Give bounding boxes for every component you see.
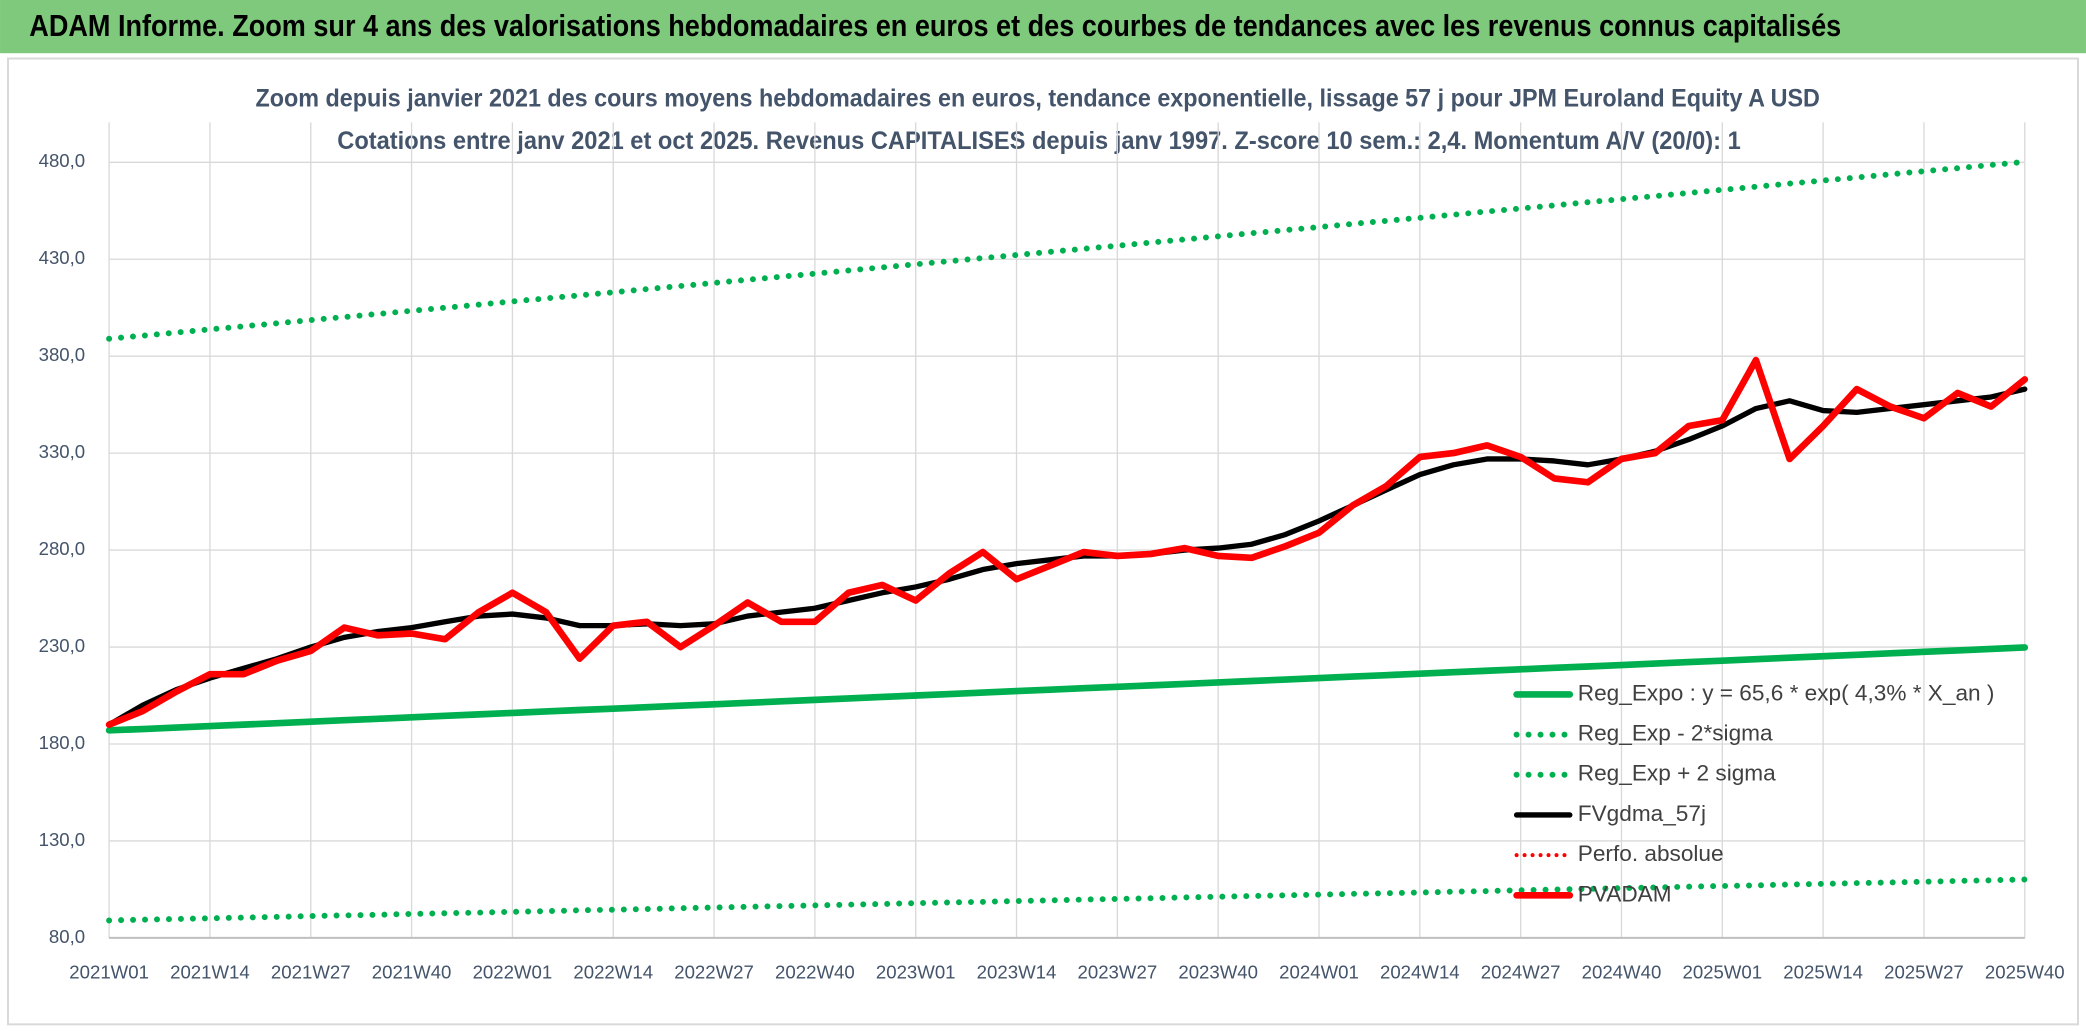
legend-label: Reg_Expo : y = 65,6 * exp( 4,3% * X_an ) bbox=[1578, 680, 1995, 705]
y-tick-label: 380,0 bbox=[39, 344, 86, 365]
series-line bbox=[106, 158, 2028, 342]
grid: 80,0 130,0 180,0 230,0 280,0 330,0 380,0 430,0 4… bbox=[39, 122, 2065, 983]
x-tick-label: 2021W01 bbox=[69, 962, 149, 983]
y-tick-label: 330,0 bbox=[39, 441, 86, 462]
x-tick-label: 2021W40 bbox=[372, 962, 452, 983]
x-tick-label: 2021W27 bbox=[271, 962, 351, 983]
x-tick-label: 2023W14 bbox=[977, 962, 1057, 983]
series-line bbox=[105, 644, 2029, 734]
x-tick-label: 2025W27 bbox=[1884, 962, 1964, 983]
legend-label: PVADAM bbox=[1578, 881, 1672, 906]
x-tick-label: 2022W27 bbox=[674, 962, 754, 983]
y-tick-label: 480,0 bbox=[39, 150, 86, 171]
x-tick-label: 2025W01 bbox=[1682, 962, 1762, 983]
x-tick-label: 2024W27 bbox=[1481, 962, 1561, 983]
y-tick-label: 280,0 bbox=[39, 538, 86, 559]
x-tick-label: 2022W14 bbox=[573, 962, 653, 983]
chart-subtitle: Cotations entre janv 2021 et oct 2025. R… bbox=[337, 127, 1740, 155]
x-tick-label: 2023W01 bbox=[876, 962, 956, 983]
header-title: ADAM Informe. Zoom sur 4 ans des valoris… bbox=[29, 9, 1841, 43]
chart-border bbox=[7, 57, 2079, 1026]
x-tick-label: 2025W40 bbox=[1985, 962, 2065, 983]
legend-label: Perfo. absolue bbox=[1578, 841, 1724, 866]
header-bar bbox=[0, 0, 2086, 54]
x-tick-label: 2021W14 bbox=[170, 962, 250, 983]
legend-label: Reg_Exp + 2 sigma bbox=[1578, 761, 1776, 786]
chart-title: Zoom depuis janvier 2021 des cours moyen… bbox=[255, 84, 1819, 112]
plot-lines bbox=[105, 158, 2029, 924]
y-tick-label: 230,0 bbox=[39, 635, 86, 656]
x-tick-label: 2024W14 bbox=[1380, 962, 1460, 983]
series-line bbox=[106, 876, 2028, 924]
x-tick-label: 2025W14 bbox=[1783, 962, 1863, 983]
x-tick-label: 2023W40 bbox=[1178, 962, 1258, 983]
y-tick-label: 180,0 bbox=[39, 732, 86, 753]
series-line bbox=[105, 356, 2029, 728]
y-tick-label: 130,0 bbox=[39, 829, 86, 850]
x-tick-label: 2023W27 bbox=[1078, 962, 1158, 983]
y-tick-label: 430,0 bbox=[39, 247, 86, 268]
legend-label: FVgdma_57j bbox=[1578, 801, 1706, 826]
legend: Reg_Expo : y = 65,6 * exp( 4,3% * X_an )… bbox=[1513, 680, 1995, 906]
x-tick-label: 2024W40 bbox=[1582, 962, 1662, 983]
x-tick-label: 2022W01 bbox=[473, 962, 553, 983]
y-tick-label: 80,0 bbox=[49, 926, 85, 947]
x-tick-label: 2024W01 bbox=[1279, 962, 1359, 983]
x-tick-label: 2022W40 bbox=[775, 962, 855, 983]
legend-label: Reg_Exp - 2*sigma bbox=[1578, 721, 1773, 746]
